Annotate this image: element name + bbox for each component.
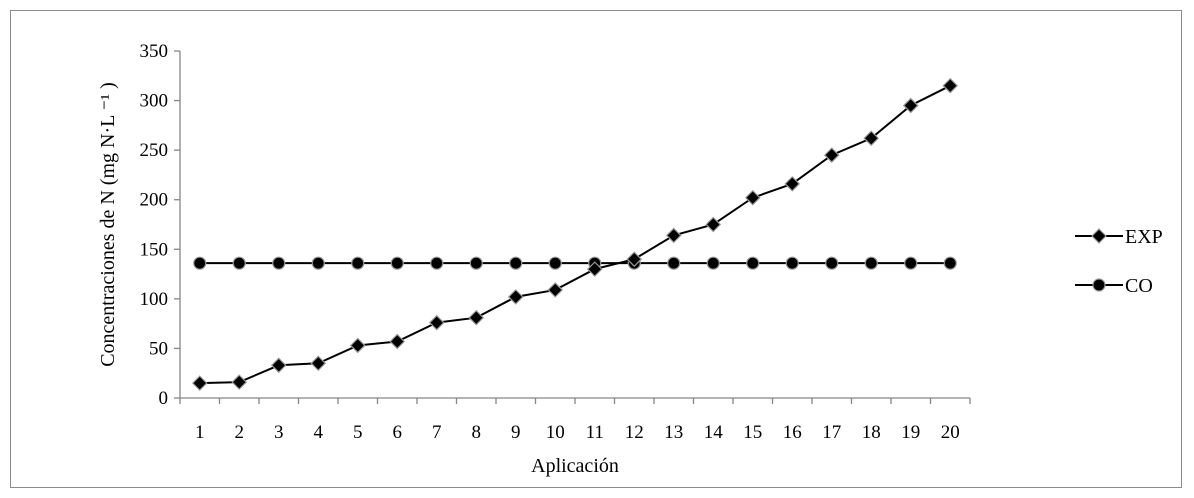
x-tick-label: 12 — [625, 422, 644, 443]
data-point-co — [509, 256, 523, 270]
data-point-co — [864, 256, 878, 270]
x-tick-label: 3 — [274, 422, 284, 443]
data-point-co — [390, 256, 404, 270]
x-axis-ticks: 1 2 3 4 5 6 7 8 9 10 11 12 13 14 15 16 17 18 19 20 — [179, 398, 971, 443]
data-point-exp — [942, 77, 959, 94]
data-point-co — [746, 256, 760, 270]
data-point-co — [667, 256, 681, 270]
data-point-exp — [507, 289, 524, 305]
y-tick-label: 100 — [140, 289, 169, 310]
x-tick-label: 17 — [822, 422, 841, 443]
series-line-exp — [199, 84, 951, 385]
x-tick-label: 19 — [901, 422, 920, 443]
data-point-co — [430, 256, 444, 270]
series-layer — [191, 77, 959, 391]
data-point-exp — [547, 282, 564, 298]
legend-marker — [1092, 278, 1106, 292]
data-point-co — [904, 256, 918, 270]
chart-frame — [10, 10, 1182, 488]
data-point-exp — [270, 357, 287, 374]
data-point-co — [706, 256, 720, 270]
x-tick-label: 8 — [472, 422, 482, 443]
data-point-exp — [310, 355, 327, 372]
x-tick-label: 4 — [314, 422, 324, 443]
data-point-co — [193, 256, 207, 270]
legend: EXP CO — [1075, 226, 1163, 297]
data-point-exp — [468, 309, 485, 326]
data-point-exp — [665, 227, 682, 244]
data-point-exp — [428, 314, 445, 331]
axes — [179, 51, 970, 399]
x-axis-title: Aplicación — [531, 455, 619, 477]
x-tick-label: 16 — [783, 422, 802, 443]
x-tick-label: 20 — [941, 422, 960, 443]
y-axis-title: Concentraciones de N (mg N·L ⁻¹ ) — [97, 82, 119, 367]
data-point-exp — [389, 333, 406, 350]
y-axis-ticks: 0 50 100 150 200 250 300 350 — [140, 41, 180, 409]
data-point-co — [943, 256, 957, 270]
y-tick-label: 200 — [140, 190, 169, 211]
data-point-exp — [863, 130, 880, 147]
data-point-co — [825, 256, 839, 270]
x-tick-label: 1 — [195, 422, 205, 443]
series-exp — [191, 77, 959, 391]
series-co — [193, 256, 957, 270]
y-tick-label: 250 — [140, 140, 169, 161]
data-point-exp — [231, 374, 248, 390]
x-tick-label: 10 — [546, 422, 565, 443]
data-point-exp — [705, 216, 722, 233]
legend-label: EXP — [1125, 226, 1163, 248]
data-point-exp — [191, 375, 208, 391]
y-tick-label: 300 — [140, 91, 169, 112]
y-tick-label: 50 — [149, 338, 168, 359]
x-tick-label: 14 — [704, 422, 724, 443]
data-point-exp — [823, 147, 840, 163]
x-tick-label: 13 — [664, 422, 683, 443]
data-point-co — [785, 256, 799, 270]
x-tick-label: 6 — [393, 422, 403, 443]
legend-label: CO — [1125, 275, 1153, 297]
data-point-exp — [902, 97, 919, 114]
data-point-exp — [586, 261, 603, 277]
x-tick-label: 18 — [862, 422, 881, 443]
data-point-exp — [744, 189, 761, 206]
y-tick-label: 150 — [140, 239, 169, 260]
x-tick-label: 15 — [743, 422, 762, 443]
data-point-co — [351, 256, 365, 270]
data-point-co — [232, 256, 246, 270]
x-tick-label: 5 — [353, 422, 363, 443]
data-point-co — [272, 256, 286, 270]
data-point-co — [311, 256, 325, 270]
y-tick-label: 350 — [140, 41, 169, 62]
legend-item-exp: EXP — [1075, 226, 1163, 248]
x-tick-label: 7 — [432, 422, 442, 443]
data-point-exp — [349, 337, 366, 354]
x-tick-label: 9 — [511, 422, 521, 443]
data-point-co — [469, 256, 483, 270]
data-point-co — [548, 256, 562, 270]
x-tick-label: 11 — [586, 422, 604, 443]
legend-item-co: CO — [1075, 275, 1153, 297]
x-tick-label: 2 — [235, 422, 245, 443]
y-tick-label: 0 — [159, 388, 169, 409]
data-point-exp — [784, 176, 801, 192]
legend-marker — [1091, 228, 1107, 244]
data-point-exp — [626, 251, 643, 268]
